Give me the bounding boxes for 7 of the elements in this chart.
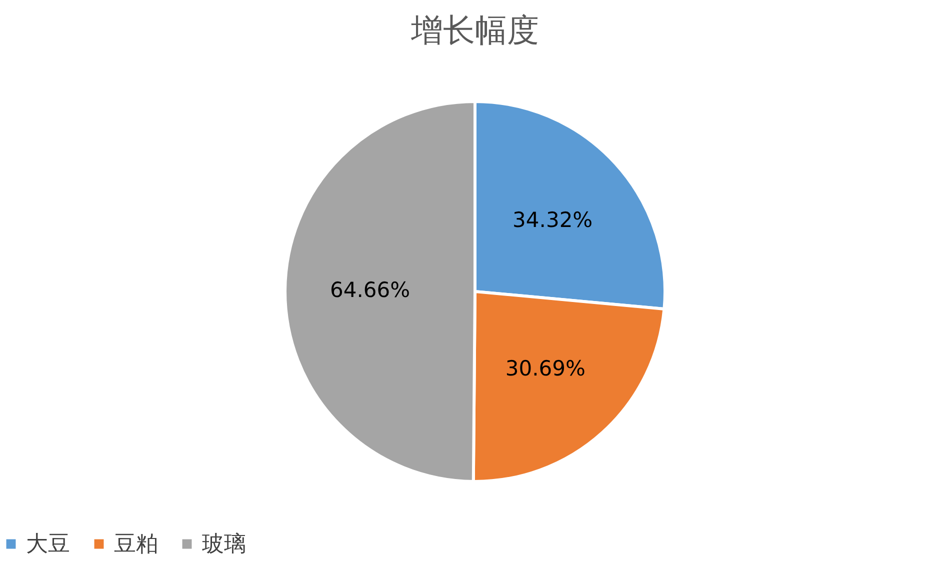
legend-label: 玻璃	[202, 532, 246, 557]
data-label: 64.66%	[330, 278, 410, 302]
chart-title: 增长幅度	[410, 11, 539, 49]
data-label: 30.69%	[505, 356, 586, 380]
legend-label: 豆粕	[114, 532, 158, 557]
legend-label: 大豆	[26, 532, 70, 557]
data-label: 34.32%	[512, 208, 593, 232]
